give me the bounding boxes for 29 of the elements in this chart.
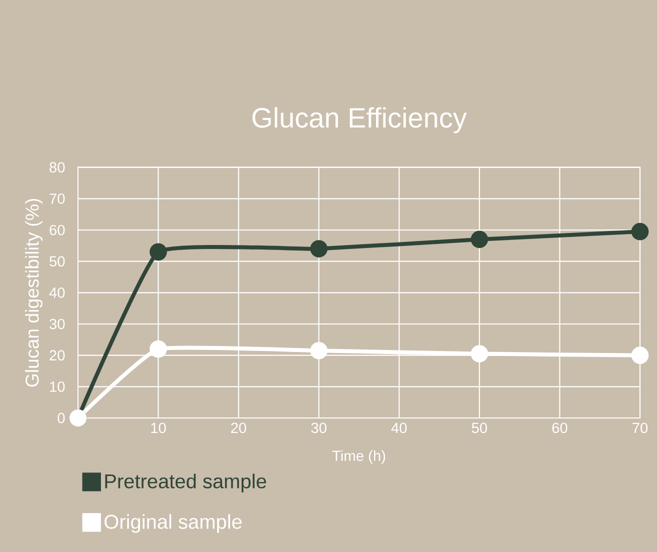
point: [310, 342, 328, 360]
x-tick-label: 20: [231, 422, 246, 434]
point: [310, 240, 328, 258]
x-axis-title: Time (h): [332, 450, 386, 464]
y-tick-label: 70: [50, 193, 65, 204]
y-axis-title: Glucan digestibility (%): [25, 198, 42, 387]
y-tick-label: 40: [49, 287, 65, 298]
x-tick-label: 10: [151, 422, 166, 434]
x-tick-label: 40: [391, 422, 407, 434]
point: [150, 243, 167, 261]
point: [631, 222, 649, 240]
point: [631, 346, 649, 364]
x-tick-label: 50: [472, 422, 487, 434]
y-tick-label: 30: [50, 318, 65, 330]
y-tick-label: 50: [50, 256, 65, 267]
x-tick-label: 30: [311, 422, 326, 434]
y-tick-label: 80: [50, 162, 65, 173]
y-tick-label: 60: [50, 224, 65, 236]
y-tick-label: 20: [50, 350, 65, 361]
legend-label: Pretreated sample: [105, 474, 266, 492]
point: [470, 230, 488, 248]
chart-title: Glucan Efficiency: [252, 107, 467, 134]
point: [150, 340, 167, 358]
y-tick-label: 0: [58, 412, 65, 424]
legend-label: Original sample: [104, 514, 242, 533]
y-tick-label: 10: [50, 381, 65, 392]
point: [470, 345, 488, 362]
x-tick-label: 70: [632, 422, 648, 434]
x-tick-label: 60: [552, 422, 568, 434]
